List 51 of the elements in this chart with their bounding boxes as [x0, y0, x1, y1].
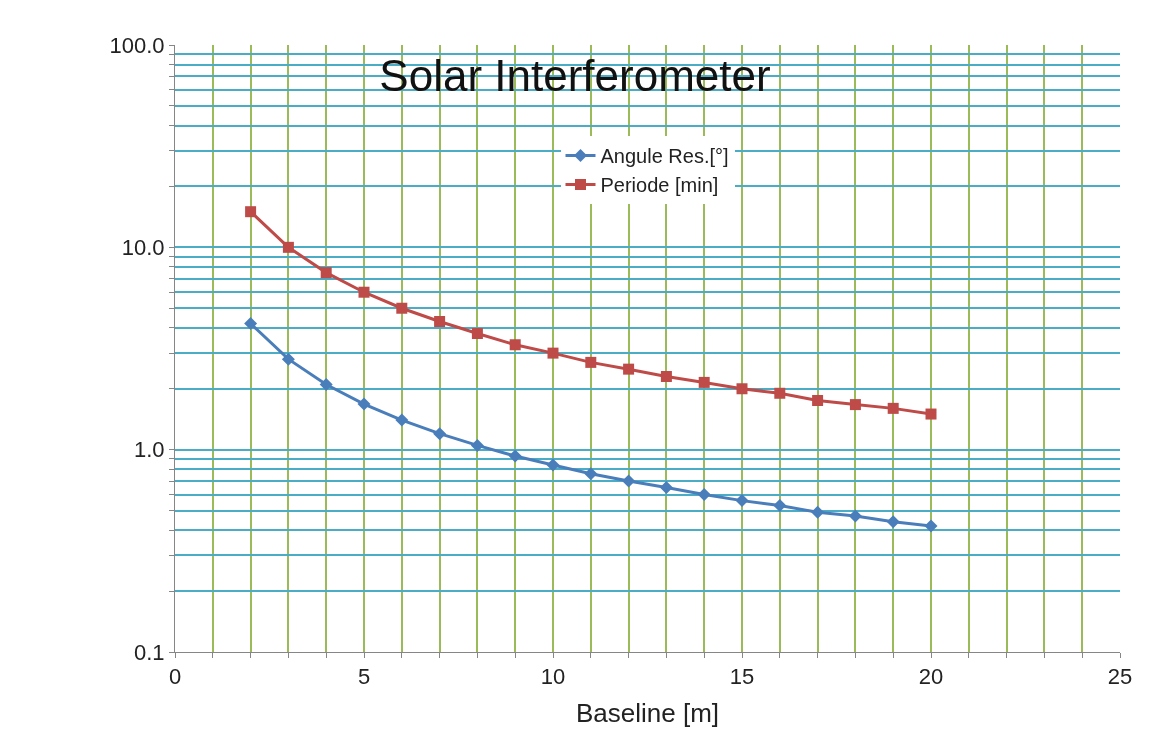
point — [773, 498, 787, 512]
point — [622, 474, 636, 488]
x-tick-label: 15 — [729, 664, 755, 690]
legend-label: Periode [min] — [600, 174, 719, 197]
point — [434, 315, 446, 327]
point — [774, 387, 786, 399]
point — [282, 241, 294, 253]
point — [245, 206, 257, 218]
point — [849, 399, 861, 411]
point — [698, 376, 710, 388]
point — [697, 488, 711, 502]
x-tick-label: 25 — [1107, 664, 1133, 690]
y-tick-label: 10.0 — [121, 235, 165, 261]
x-tick-label: 10 — [540, 664, 566, 690]
point — [925, 408, 937, 420]
point — [358, 286, 370, 298]
x-tick-label: 0 — [168, 664, 182, 690]
point — [508, 449, 522, 463]
point — [471, 328, 483, 340]
y-tick-label: 100.0 — [109, 32, 165, 58]
point — [811, 505, 825, 519]
x-tick-label: 20 — [918, 664, 944, 690]
point — [546, 458, 560, 472]
point — [319, 377, 333, 391]
point — [886, 515, 900, 529]
point — [584, 467, 598, 481]
point — [470, 438, 484, 452]
x-tick-label: 5 — [357, 664, 371, 690]
point — [812, 394, 824, 406]
point — [887, 402, 899, 414]
point — [585, 356, 597, 368]
point — [736, 383, 748, 395]
point — [433, 427, 447, 441]
point — [848, 509, 862, 523]
legend-label: Angule Res.[°] — [600, 145, 729, 168]
point — [281, 352, 295, 366]
point — [659, 481, 673, 495]
point — [660, 370, 672, 382]
point — [924, 519, 938, 533]
point — [357, 397, 371, 411]
point — [244, 317, 258, 331]
point — [547, 347, 559, 359]
point — [735, 494, 749, 508]
point — [320, 267, 332, 279]
x-axis-title: Baseline [m] — [575, 698, 720, 729]
point — [623, 363, 635, 375]
point — [396, 302, 408, 314]
point — [395, 413, 409, 427]
y-tick-label: 1.0 — [134, 437, 165, 463]
point — [509, 339, 521, 351]
y-tick-label: 0.1 — [134, 639, 165, 665]
